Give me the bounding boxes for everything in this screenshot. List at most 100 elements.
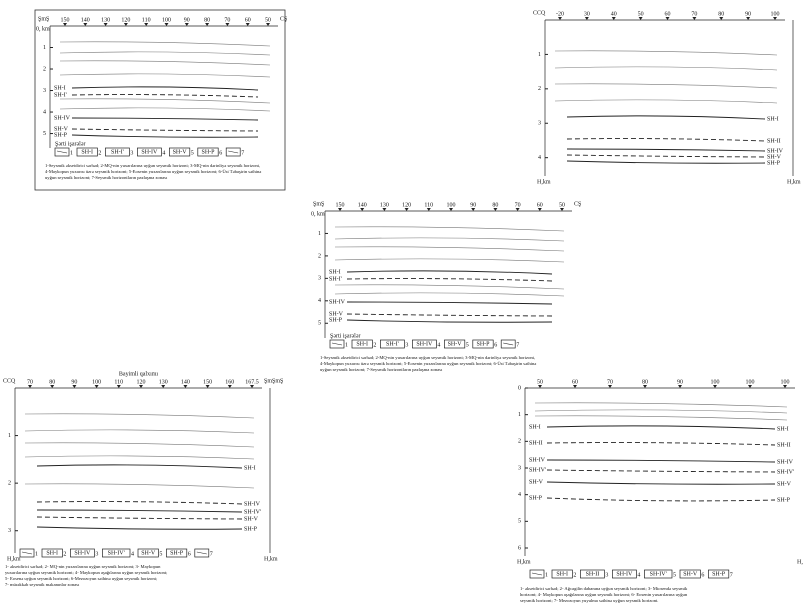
depth-tick-label: 2 <box>518 439 521 445</box>
horizon-label: SH-IV' <box>529 467 546 473</box>
depth-tick-label: 2 <box>8 481 11 487</box>
tick-marker <box>471 208 476 211</box>
depth-label: 0, km <box>36 26 50 32</box>
horizon-label: SH-I <box>244 465 256 471</box>
reflector-line <box>59 98 271 104</box>
depth-tick-label: 3 <box>518 465 521 471</box>
legend-number: 6 <box>701 572 704 578</box>
legend-box <box>444 339 466 349</box>
horizon-label: SH-P <box>54 132 68 138</box>
reflector-line <box>24 442 255 448</box>
horizon-label: SH-I <box>529 424 541 430</box>
tick-marker <box>573 385 577 388</box>
depth-tick-label: 2 <box>318 253 321 259</box>
x-tick-label: 50 <box>537 379 543 385</box>
reflector-line <box>59 60 271 66</box>
legend-symbol <box>500 339 516 349</box>
tick-marker <box>493 208 498 211</box>
legend-box <box>76 147 98 157</box>
legend-symbol-line <box>21 551 33 555</box>
x-tick-label: 100 <box>746 379 755 385</box>
legend-number: 3 <box>95 551 98 557</box>
right-label: CŞ <box>280 16 287 22</box>
x-tick-label: 70 <box>515 202 521 208</box>
legend-number: 6 <box>219 150 222 156</box>
x-tick-label: 150 <box>336 202 345 208</box>
horizon-label: SH-IV <box>54 115 71 121</box>
tick-marker <box>28 385 32 388</box>
reflector-line <box>334 284 565 290</box>
tick-marker <box>638 17 643 20</box>
x-tick-label: 140 <box>181 379 190 385</box>
caption-line: 4-Maykopun yuxarısı üzrə seysmik horizon… <box>320 361 536 366</box>
legend-box-label: SH-I <box>46 550 58 556</box>
legend-box-label: SH-P <box>712 571 726 577</box>
tick-marker <box>360 208 365 211</box>
reflector-line <box>334 246 565 252</box>
legend-number: 5 <box>466 342 469 348</box>
legend-box-label: SH-IV' <box>650 571 667 577</box>
horizon-label: SH-P <box>329 317 343 323</box>
reflector-line <box>334 226 565 232</box>
horizon-line <box>566 154 766 158</box>
legend-number: 2 <box>573 572 576 578</box>
tick-marker <box>205 385 210 388</box>
legend-number: 7 <box>730 572 733 578</box>
legend-symbol-line <box>531 572 543 576</box>
tick-marker <box>665 17 670 20</box>
tick-marker <box>426 208 431 211</box>
legend-box-label: SH-IV <box>416 341 433 347</box>
legend-number: 5 <box>159 551 162 557</box>
reflector-line <box>24 429 255 434</box>
legend-box-label: SH-IV <box>141 149 158 155</box>
x-tick-label: 120 <box>402 202 411 208</box>
horizon-line <box>71 128 259 132</box>
x-tick-label: 167.5 <box>245 379 259 385</box>
depth-tick-label: 1 <box>518 412 521 418</box>
x-tick-label: 100 <box>447 202 456 208</box>
legend-symbol <box>329 339 345 349</box>
legend-symbol-line <box>503 342 514 346</box>
legend-box <box>644 569 673 579</box>
tick-marker <box>184 23 189 26</box>
tick-marker <box>643 385 647 388</box>
depth-tick-label: 0 <box>518 385 521 391</box>
legend-symbol-line <box>228 150 239 154</box>
legend-box-label: SH-IV <box>616 571 633 577</box>
depth-tick-label: 1 <box>8 433 11 439</box>
tick-marker <box>103 23 108 26</box>
legend-number: 4 <box>131 551 134 557</box>
horizon-label: SH-V <box>529 479 544 485</box>
tick-marker <box>94 385 99 388</box>
x-tick-label: 80 <box>642 379 648 385</box>
panel-frame <box>309 194 581 396</box>
depth-tick-label: 5 <box>43 131 46 137</box>
legend-number: 3 <box>405 342 408 348</box>
legend-box-label: SH-I <box>556 571 568 577</box>
legend-number: 3 <box>130 150 133 156</box>
x-tick-label: 110 <box>142 17 151 23</box>
left-label: CCQ <box>3 378 16 384</box>
horizon-label: SH-V <box>767 154 782 160</box>
reflector-line <box>334 258 565 263</box>
legend-box-label: SH-II <box>586 571 600 577</box>
tick-marker <box>748 385 752 388</box>
horizon-label: SH-IV <box>767 148 784 154</box>
left-label: CCQ <box>533 10 546 16</box>
legend-box <box>472 339 494 349</box>
horizon-line <box>346 270 553 275</box>
tick-marker <box>63 23 67 26</box>
horizon-label: SH-V <box>329 311 344 317</box>
x-tick-label: 100 <box>162 17 171 23</box>
legend-number: 6 <box>494 342 497 348</box>
tick-marker <box>404 208 409 211</box>
horizon-label: SH-V <box>54 126 69 132</box>
legend-box <box>708 569 730 579</box>
legend-symbol <box>194 548 210 558</box>
legend-box <box>169 147 191 157</box>
legend-symbol-line <box>56 150 68 154</box>
horizon-label: SH-I <box>329 269 341 275</box>
legend-box <box>102 548 131 558</box>
x-tick-label: 90 <box>184 17 190 23</box>
legend-box <box>412 339 437 349</box>
